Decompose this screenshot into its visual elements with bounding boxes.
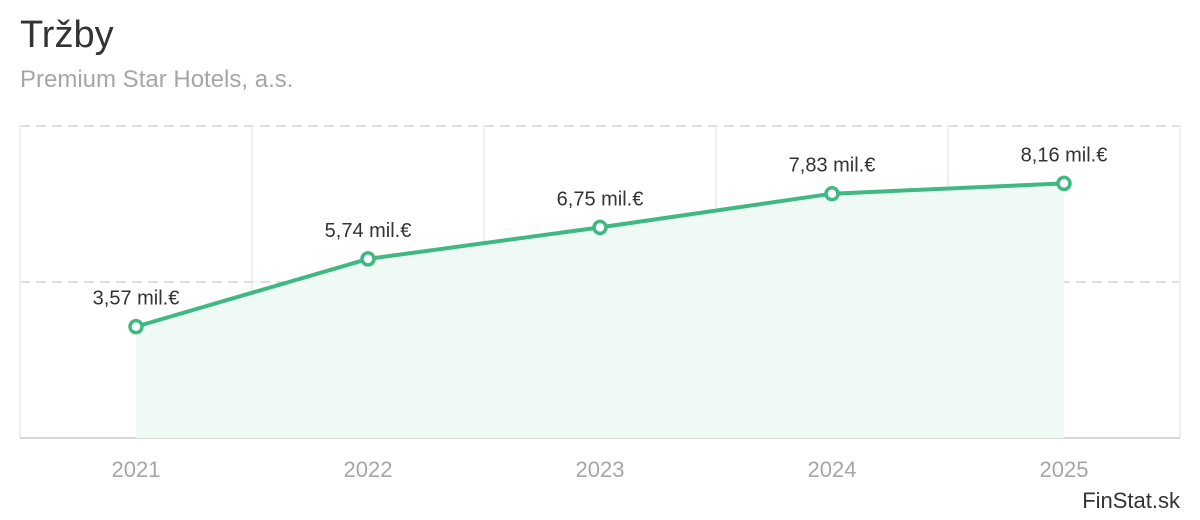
x-tick-label: 2022 — [344, 457, 393, 482]
points-layer — [128, 175, 1072, 335]
labels-layer: 3,57 mil.€ 5,74 mil.€ 6,75 mil.€ 7,83 mil.€… — [93, 144, 1108, 309]
data-label: 8,16 mil.€ — [1021, 144, 1108, 166]
finstat-credit-link[interactable]: FinStat.sk — [1082, 488, 1180, 513]
ticks-layer: 2021 2022 2023 2024 2025 — [112, 457, 1089, 482]
x-tick-label: 2025 — [1040, 457, 1089, 482]
area-layer — [136, 183, 1064, 438]
data-label: 6,75 mil.€ — [557, 188, 644, 210]
data-point — [1056, 175, 1072, 192]
data-label: 3,57 mil.€ — [93, 288, 180, 310]
chart-subtitle: Premium Star Hotels, a.s. — [20, 66, 294, 93]
x-tick-label: 2024 — [808, 457, 857, 482]
data-point — [824, 185, 840, 202]
data-point — [128, 318, 144, 335]
x-tick-label: 2023 — [576, 457, 625, 482]
data-point — [360, 251, 376, 267]
series-area — [136, 183, 1064, 438]
chart-title: Tržby — [20, 14, 114, 56]
x-tick-label: 2021 — [112, 457, 161, 482]
data-label: 5,74 mil.€ — [325, 220, 412, 242]
data-point — [592, 219, 608, 236]
data-label: 7,83 mil.€ — [789, 155, 876, 177]
